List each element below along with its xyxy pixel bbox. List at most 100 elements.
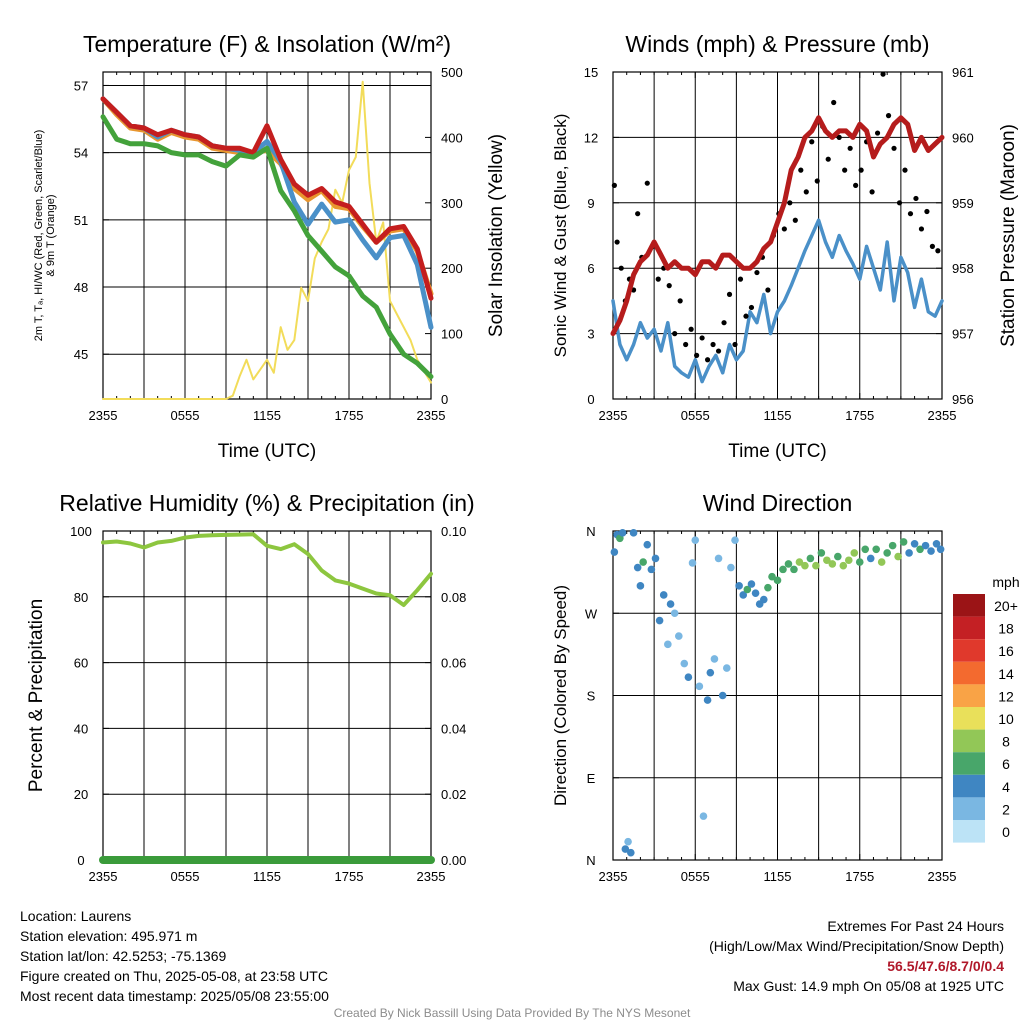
colorbar-swatch — [953, 616, 985, 640]
y-right-tick-label: 500 — [441, 65, 463, 80]
colorbar-title: mph — [992, 574, 1019, 590]
y-tick-label: 80 — [74, 590, 88, 605]
x-tick-label: 0555 — [681, 869, 710, 884]
direction-point — [647, 565, 656, 574]
direction-point — [624, 837, 632, 846]
colorbar-label: 2 — [1002, 801, 1010, 817]
gust-point — [710, 341, 716, 348]
gust-point — [918, 226, 925, 232]
direction-point — [764, 583, 772, 592]
y-tick-label: 54 — [74, 146, 88, 161]
y-right-tick-label: 0 — [441, 392, 448, 407]
direction-point — [695, 682, 704, 691]
speed-colorbar: mph 20+ 18 16 14 12 10 8 6 4 2 0 — [953, 574, 1020, 843]
extremes-info: Extremes For Past 24 Hours (High/Low/Max… — [709, 916, 1004, 996]
direction-point — [699, 812, 708, 820]
gust-point — [874, 130, 881, 136]
pressure-line — [610, 115, 945, 337]
colorbar-swatch — [953, 820, 985, 843]
gust-point — [694, 352, 700, 358]
direction-point — [691, 536, 700, 544]
y-tick-label: 100 — [70, 524, 92, 539]
y-tick-label: 12 — [584, 130, 598, 145]
gust-point — [803, 189, 809, 195]
y-tick-label: 40 — [74, 721, 88, 736]
gust-point — [896, 200, 903, 206]
gust-point — [743, 313, 749, 319]
colorbar-swatch — [953, 639, 985, 662]
direction-point — [670, 609, 679, 618]
gust-point — [929, 243, 936, 249]
direction-point — [710, 655, 719, 663]
recent-timestamp: Most recent data timestamp: 2025/05/08 2… — [20, 988, 329, 1004]
direction-point — [801, 561, 809, 570]
direction-point — [633, 563, 642, 572]
y-right-tick-label: 0.08 — [441, 590, 466, 605]
gust-point — [792, 217, 798, 223]
series-line — [102, 80, 432, 400]
gust-point — [748, 304, 755, 311]
direction-point — [877, 558, 886, 566]
direction-point — [739, 591, 748, 599]
y-right-tick-label: 0.00 — [441, 853, 466, 868]
series-line — [100, 96, 434, 301]
y-right-axis-label: Solar Insolation (Yellow) — [486, 134, 507, 337]
y-tick-label: 57 — [74, 78, 88, 93]
y-right-axis-label: Station Pressure (Maroon) — [998, 124, 1019, 347]
direction-point — [636, 582, 645, 590]
y-tick-label: 20 — [74, 787, 88, 802]
station-info: Location: Laurens Station elevation: 495… — [20, 906, 329, 1006]
gust-point — [644, 180, 650, 186]
direction-point — [629, 529, 638, 537]
chart-title: Temperature (F) & Insolation (W/m²) — [83, 31, 451, 57]
colorbar-label: 8 — [1002, 734, 1010, 750]
direction-point — [639, 558, 647, 566]
y-tick-label: 15 — [584, 65, 598, 80]
chart-title: Relative Humidity (%) & Precipitation (i… — [59, 490, 474, 516]
direction-point — [834, 552, 842, 561]
direction-point — [861, 545, 870, 554]
gust-point — [847, 145, 853, 151]
gust-point — [935, 248, 941, 254]
direction-point — [795, 558, 804, 566]
y-right-tick-label: 956 — [952, 392, 974, 407]
direction-point — [888, 541, 897, 550]
x-tick-label: 1155 — [253, 869, 281, 884]
direction-point — [779, 565, 787, 574]
gust-point — [635, 211, 641, 217]
gust-point — [683, 341, 689, 348]
y-right-tick-label: 957 — [952, 327, 974, 342]
direction-point — [905, 549, 913, 557]
gust-point — [924, 208, 930, 215]
colorbar-label: 20+ — [994, 598, 1018, 614]
panel-4: 2355 0555 1155 1755 2355 N E S W N Wind Direction D… — [551, 490, 956, 884]
direction-point — [828, 560, 837, 568]
direction-point — [768, 572, 776, 581]
direction-point — [899, 538, 908, 546]
y-tick-label: S — [587, 689, 596, 704]
direction-point — [812, 561, 820, 570]
y-axis-label-line: 2m T, Tₐ, HI/WC (Red, Green, Scarlet/Blu… — [33, 130, 45, 342]
direction-point — [706, 668, 715, 677]
y-right-tick-label: 958 — [952, 261, 974, 276]
y-right-tick-label: 400 — [441, 130, 463, 145]
direction-point — [714, 554, 723, 563]
gust-point — [787, 200, 793, 206]
direction-point — [735, 582, 743, 590]
gust-point — [699, 335, 705, 341]
direction-point — [855, 558, 864, 566]
gust-point — [781, 226, 787, 232]
direction-point — [747, 580, 756, 588]
extremes-title: Extremes For Past 24 Hours — [827, 918, 1004, 934]
station-latlon: Station lat/lon: 42.5253; -75.1369 — [20, 948, 227, 964]
gust-point — [814, 178, 820, 184]
direction-point — [784, 560, 793, 568]
direction-point — [844, 556, 853, 565]
credit-line: Created By Nick Bassill Using Data Provi… — [333, 1006, 691, 1020]
y-right-tick-label: 0.04 — [441, 721, 466, 736]
gust-point — [732, 341, 738, 348]
direction-point — [916, 545, 924, 554]
y-right-tick-label: 0.02 — [441, 787, 466, 802]
colorbar-label: 18 — [998, 621, 1014, 637]
gust-point — [913, 195, 919, 202]
